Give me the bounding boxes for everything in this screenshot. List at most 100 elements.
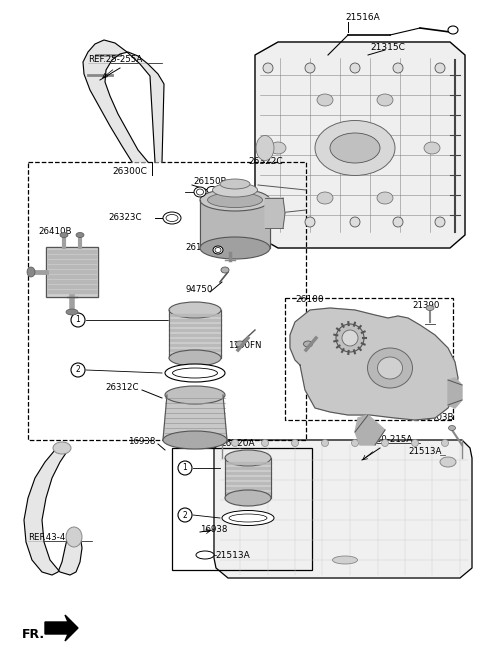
Polygon shape [169, 344, 221, 346]
Circle shape [393, 217, 403, 227]
Polygon shape [48, 280, 96, 283]
Circle shape [435, 217, 445, 227]
Polygon shape [225, 467, 271, 469]
Polygon shape [225, 492, 271, 494]
Circle shape [350, 217, 360, 227]
Circle shape [263, 217, 273, 227]
Text: REF.20-215A: REF.20-215A [358, 436, 412, 445]
Text: 16938: 16938 [200, 526, 228, 535]
Polygon shape [48, 250, 96, 253]
Ellipse shape [315, 120, 395, 175]
Text: FR.: FR. [22, 629, 45, 641]
Text: 1: 1 [76, 315, 80, 325]
Ellipse shape [330, 133, 380, 163]
Circle shape [291, 440, 299, 447]
Text: 1: 1 [182, 463, 187, 472]
Ellipse shape [225, 490, 271, 506]
Text: 2: 2 [76, 365, 80, 374]
Ellipse shape [213, 246, 223, 254]
Text: 94750: 94750 [185, 286, 212, 294]
Ellipse shape [165, 364, 225, 382]
Ellipse shape [377, 94, 393, 106]
Polygon shape [225, 458, 271, 498]
Ellipse shape [333, 556, 358, 564]
Polygon shape [169, 349, 221, 351]
Ellipse shape [196, 189, 204, 195]
Polygon shape [448, 378, 462, 408]
Circle shape [435, 63, 445, 73]
Circle shape [305, 63, 315, 73]
Polygon shape [169, 329, 221, 331]
Text: 21390: 21390 [412, 300, 439, 309]
Ellipse shape [426, 306, 434, 311]
Text: 1140FN: 1140FN [228, 340, 262, 350]
Polygon shape [200, 200, 270, 248]
Ellipse shape [76, 233, 84, 237]
Text: 21513A: 21513A [215, 551, 250, 560]
Ellipse shape [169, 350, 221, 366]
Polygon shape [48, 290, 96, 293]
Text: 21513A: 21513A [408, 447, 442, 457]
Ellipse shape [221, 267, 229, 273]
Polygon shape [225, 477, 271, 479]
Ellipse shape [53, 442, 71, 454]
Ellipse shape [172, 368, 217, 378]
Circle shape [351, 440, 359, 447]
Circle shape [178, 508, 192, 522]
Polygon shape [45, 615, 78, 641]
Ellipse shape [317, 192, 333, 204]
Ellipse shape [220, 179, 250, 189]
Ellipse shape [200, 237, 270, 259]
Ellipse shape [225, 450, 271, 466]
Ellipse shape [27, 267, 35, 277]
Polygon shape [48, 265, 96, 268]
Ellipse shape [207, 187, 217, 194]
Text: 11403B: 11403B [420, 413, 454, 422]
Polygon shape [355, 415, 385, 445]
Text: 26100: 26100 [295, 296, 324, 304]
Ellipse shape [163, 212, 181, 224]
Ellipse shape [303, 341, 312, 347]
Bar [285, 298, 453, 420]
Text: 2: 2 [182, 510, 187, 520]
Text: REF.25-255A: REF.25-255A [88, 55, 142, 64]
Polygon shape [48, 255, 96, 258]
Text: 21315C: 21315C [370, 43, 405, 51]
Ellipse shape [166, 214, 178, 222]
Polygon shape [48, 275, 96, 278]
Circle shape [71, 363, 85, 377]
Polygon shape [46, 247, 98, 297]
Ellipse shape [66, 309, 78, 315]
Polygon shape [265, 198, 285, 228]
Polygon shape [225, 472, 271, 474]
Ellipse shape [60, 233, 68, 237]
Ellipse shape [448, 26, 458, 34]
Circle shape [71, 313, 85, 327]
Ellipse shape [368, 348, 412, 388]
Ellipse shape [270, 142, 286, 154]
Text: 26320A: 26320A [221, 438, 255, 447]
Polygon shape [225, 462, 271, 464]
Circle shape [411, 440, 419, 447]
Bar [172, 448, 312, 570]
Ellipse shape [213, 183, 257, 197]
Ellipse shape [66, 527, 82, 547]
Polygon shape [163, 395, 227, 440]
Ellipse shape [221, 249, 229, 255]
Ellipse shape [424, 142, 440, 154]
Text: 26410B: 26410B [38, 227, 72, 237]
Polygon shape [169, 324, 221, 326]
Text: 26323C: 26323C [108, 214, 142, 223]
Text: 26322C: 26322C [248, 158, 283, 166]
Text: 26312C: 26312C [105, 384, 139, 392]
Ellipse shape [317, 94, 333, 106]
Polygon shape [169, 319, 221, 321]
Polygon shape [83, 40, 164, 162]
Text: 26300C: 26300C [112, 168, 147, 177]
Polygon shape [48, 270, 96, 273]
Ellipse shape [215, 248, 221, 252]
Text: 16938: 16938 [128, 438, 156, 447]
Ellipse shape [166, 214, 178, 221]
Circle shape [305, 217, 315, 227]
Circle shape [322, 440, 328, 447]
